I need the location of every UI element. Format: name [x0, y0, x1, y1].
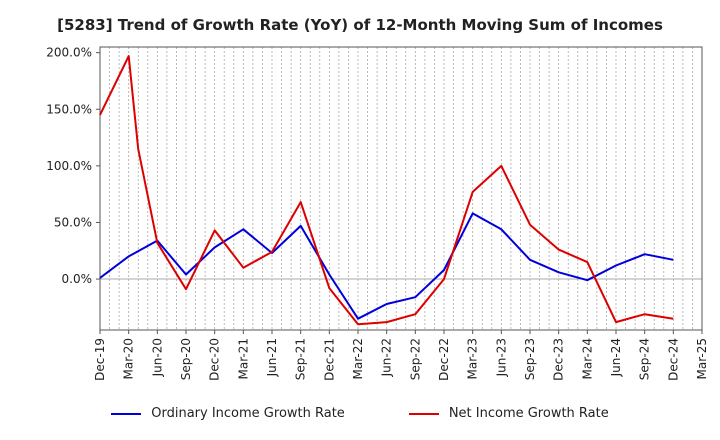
x-tick-label: Mar-22: [351, 338, 365, 379]
chart-title: [5283] Trend of Growth Rate (YoY) of 12-…: [57, 16, 663, 34]
x-tick-label: Sep-20: [179, 338, 193, 380]
plot-frame: [99, 46, 703, 331]
y-tick-label: 200.0%: [46, 46, 92, 60]
y-tick-label: 100.0%: [46, 159, 92, 173]
x-tick-label: Dec-19: [93, 338, 107, 381]
x-tick-label: Mar-21: [236, 338, 250, 379]
x-tick-label: Sep-23: [523, 338, 537, 380]
x-tick-label: Jun-21: [265, 338, 279, 377]
y-tick-label: 0.0%: [62, 272, 93, 286]
legend-label-ordinary: Ordinary Income Growth Rate: [151, 406, 345, 421]
x-tick-label: Dec-23: [552, 338, 566, 381]
x-tick-label: Sep-24: [638, 338, 652, 380]
x-tick-label: Mar-25: [695, 338, 709, 379]
x-tick-label: Dec-24: [666, 338, 680, 381]
legend-swatch-ordinary: [111, 412, 142, 415]
x-tick-label: Sep-21: [294, 338, 308, 380]
y-tick-label: 50.0%: [54, 215, 92, 229]
y-tick-label: 150.0%: [46, 102, 92, 116]
x-tick-label: Jun-24: [609, 338, 623, 377]
x-tick-label: Dec-22: [437, 338, 451, 381]
x-tick-label: Dec-21: [322, 338, 336, 381]
series-line-1: [99, 55, 674, 326]
x-tick-label: Jun-22: [380, 338, 394, 377]
x-tick-label: Mar-23: [466, 338, 480, 379]
legend-item-ordinary: Ordinary Income Growth Rate: [111, 406, 345, 421]
x-tick-label: Jun-20: [150, 338, 164, 377]
x-tick-label: Sep-22: [408, 338, 422, 380]
series-line-0: [99, 212, 674, 320]
legend-label-net: Net Income Growth Rate: [448, 406, 609, 421]
legend-item-net: Net Income Growth Rate: [408, 406, 609, 421]
legend: Ordinary Income Growth Rate Net Income G…: [0, 406, 720, 421]
x-tick-label: Dec-20: [208, 338, 222, 381]
x-tick-label: Mar-20: [122, 338, 136, 379]
x-tick-label: Mar-24: [580, 338, 594, 379]
legend-swatch-net: [408, 412, 439, 415]
x-tick-label: Jun-23: [494, 338, 508, 377]
